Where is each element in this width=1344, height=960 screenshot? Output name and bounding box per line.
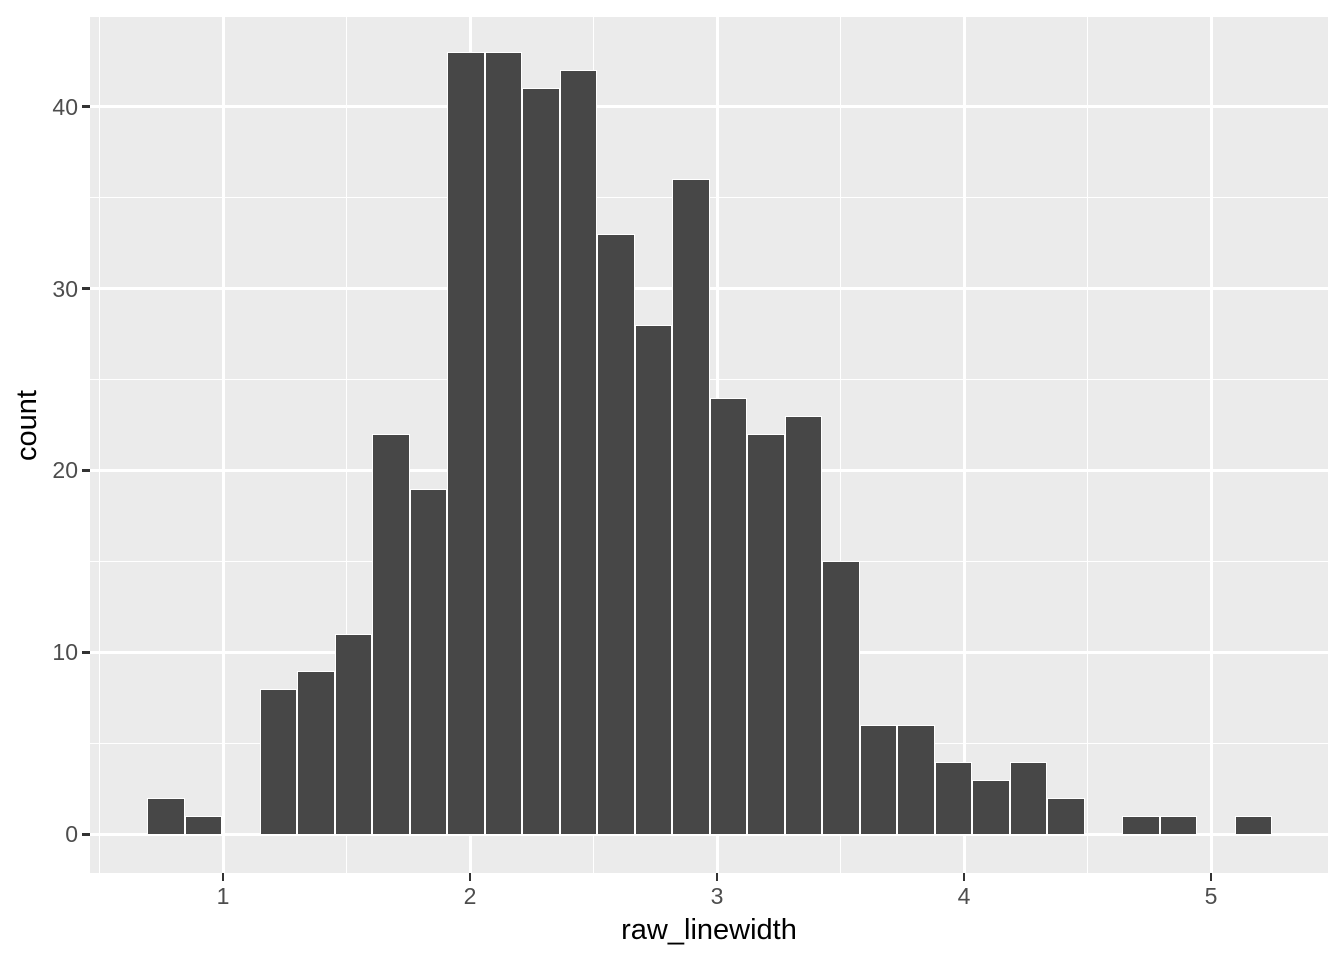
histogram-bar [784, 415, 823, 835]
histogram-bar [409, 488, 448, 835]
histogram-bar [597, 234, 635, 835]
histogram-bar [634, 324, 673, 835]
gridline-minor-y [90, 15, 1328, 17]
gridline-minor-x [1086, 15, 1089, 873]
x-tick-mark [962, 873, 966, 881]
gridline-major-y [90, 105, 1328, 109]
histogram-bar [559, 70, 598, 835]
histogram-bar [972, 779, 1010, 835]
histogram-bar [747, 434, 785, 835]
y-tick-mark [82, 833, 90, 836]
gridline-minor-x [98, 15, 101, 873]
x-tick-mark [1209, 873, 1213, 881]
histogram-bar [184, 816, 223, 835]
histogram-bar [822, 561, 860, 835]
histogram-bar [147, 797, 185, 835]
plot-panel [90, 15, 1328, 873]
histogram-bar [447, 52, 485, 835]
histogram-bar [1122, 816, 1160, 835]
x-tick-mark [221, 873, 225, 881]
y-tick-label: 20 [52, 457, 78, 484]
x-tick-label: 2 [463, 883, 477, 909]
y-tick-label: 30 [52, 275, 78, 302]
histogram-bar [334, 634, 373, 835]
histogram-bar [672, 179, 710, 835]
histogram-bar [522, 88, 560, 835]
gridline-major-x [1209, 15, 1213, 873]
x-tick-mark [468, 873, 472, 881]
y-tick-mark [82, 287, 90, 290]
y-tick-label: 10 [52, 639, 78, 666]
histogram-bar [1234, 816, 1273, 835]
gridline-minor-x [345, 15, 348, 873]
y-tick-mark [82, 105, 90, 108]
x-tick-mark [715, 873, 719, 881]
gridline-major-y [90, 832, 1328, 836]
x-tick-label: 4 [957, 883, 971, 909]
y-tick-label: 40 [52, 93, 78, 120]
gridline-major-x [962, 15, 966, 873]
y-tick-mark [82, 469, 90, 472]
gridline-major-x [221, 15, 225, 873]
histogram-bar [897, 725, 935, 835]
y-tick-label: 0 [65, 821, 78, 848]
histogram-bar [484, 52, 523, 835]
histogram-bar [709, 397, 748, 835]
histogram-bar [1159, 816, 1198, 835]
x-axis-title: raw_linewidth [621, 914, 797, 946]
gridline-minor-x [839, 15, 842, 873]
histogram-bar [859, 725, 898, 835]
histogram-bar [372, 434, 410, 835]
histogram-bar [934, 761, 973, 835]
x-tick-label: 5 [1204, 883, 1218, 909]
y-tick-mark [82, 651, 90, 654]
histogram-bar [297, 670, 335, 835]
x-tick-label: 3 [710, 883, 724, 909]
x-tick-label: 1 [216, 883, 230, 909]
histogram-bar [1009, 761, 1048, 835]
histogram-bar [1047, 797, 1085, 835]
histogram-bar [259, 688, 298, 835]
